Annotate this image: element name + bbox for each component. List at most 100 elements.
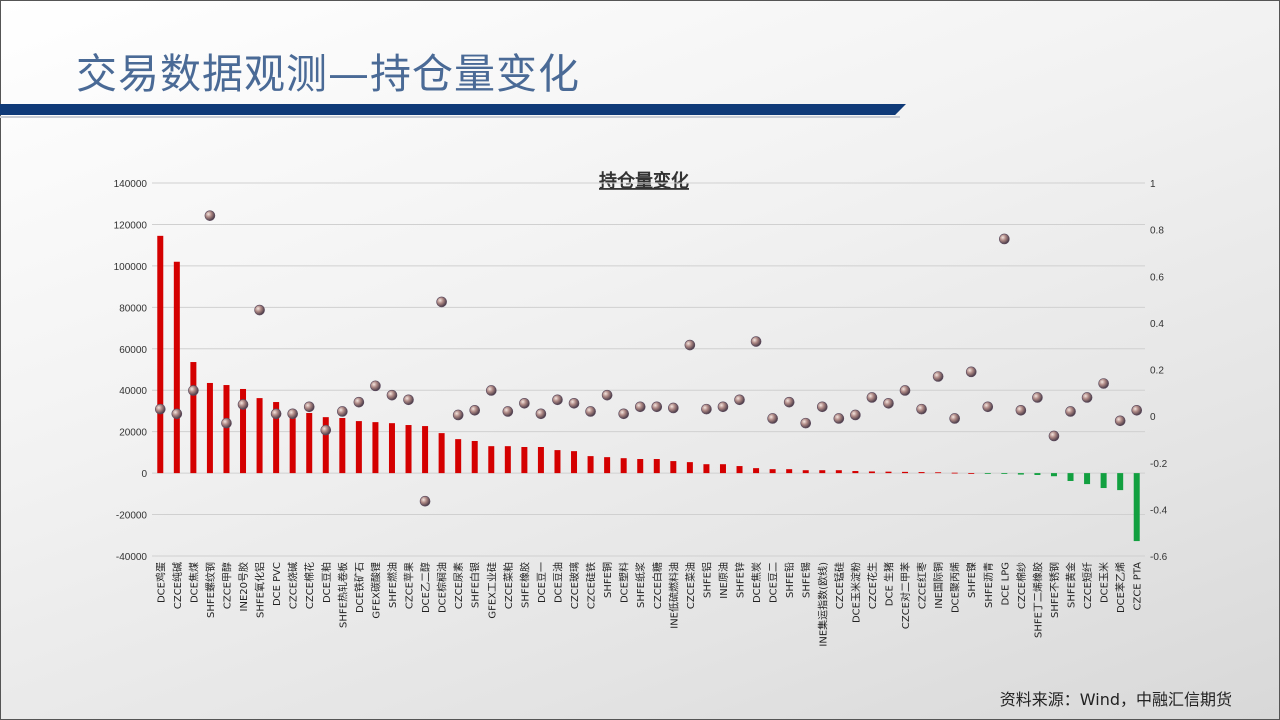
scatter-point <box>585 406 596 417</box>
category-label: SHFE纸浆 <box>634 562 647 608</box>
scatter-point <box>1131 404 1143 416</box>
scatter-point <box>684 339 696 351</box>
category-label: DCE焦煤 <box>187 562 200 603</box>
bar <box>306 413 313 474</box>
bar <box>355 421 362 474</box>
category-label: SHFE锡 <box>800 562 813 598</box>
page-title: 交易数据观测—持仓量变化 <box>76 50 580 98</box>
category-label: GFEX工业硅 <box>485 562 498 619</box>
category-label: DCE LPG <box>1000 562 1011 606</box>
category-label: DCE玉米 <box>1098 562 1111 603</box>
bar <box>786 469 793 474</box>
right-axis-tick-label: -0.6 <box>1150 552 1168 563</box>
bar <box>587 456 594 474</box>
bar <box>388 423 395 474</box>
scatter-point <box>254 304 265 316</box>
bar <box>422 426 429 474</box>
scatter-point <box>221 417 232 429</box>
bar <box>438 433 445 474</box>
bar <box>769 469 776 474</box>
bar <box>736 466 743 474</box>
scatter-point <box>866 392 878 403</box>
category-label: DCE塑料 <box>618 562 631 603</box>
left-axis-tick-label: 100000 <box>114 262 148 273</box>
scatter-point <box>519 398 530 409</box>
category-label: DCE焦炭 <box>750 562 763 603</box>
bar <box>488 446 495 474</box>
bar <box>637 459 644 474</box>
chart-title: 持仓量变化 <box>599 170 689 192</box>
left-axis-tick-label: 60000 <box>119 345 147 356</box>
category-label: SHFE镍 <box>965 562 978 598</box>
category-label: DCE豆二 <box>768 562 780 603</box>
category-label: DCE玉米淀粉 <box>849 562 862 623</box>
scatter-point <box>1065 406 1076 417</box>
scatter-point <box>386 389 398 401</box>
scatter-point <box>552 394 563 406</box>
scatter-point <box>403 394 414 406</box>
bar <box>935 472 942 474</box>
category-label: CZCE菜油 <box>684 562 697 609</box>
left-axis-tick-label: 80000 <box>119 303 147 314</box>
bar <box>256 398 263 474</box>
category-label: CZCE短纤 <box>1081 562 1094 609</box>
scatter-point <box>188 385 199 396</box>
scatter-point <box>833 413 845 424</box>
scatter-point <box>916 403 927 415</box>
bar <box>554 450 561 474</box>
left-axis-tick-label: -20000 <box>116 511 148 522</box>
scatter-point <box>816 401 828 413</box>
scatter-point <box>668 402 679 414</box>
bar <box>571 451 578 474</box>
category-label: SHFE不锈钢 <box>1048 562 1061 618</box>
right-axis-tick-label: 0.6 <box>1150 272 1164 283</box>
category-label: CZCE甲醇 <box>220 562 233 609</box>
category-label: CZCE烧碱 <box>287 562 300 609</box>
scatter-point <box>999 233 1010 245</box>
category-label: CZCE棉纱 <box>1015 562 1028 609</box>
scatter-point <box>485 385 497 396</box>
scatter-point <box>1081 392 1093 403</box>
category-label: CZCE棉花 <box>303 562 316 609</box>
category-label: CZCE对二甲苯 <box>899 562 912 629</box>
left-axis-tick-label: 0 <box>141 469 147 480</box>
category-label: CZCE尿素 <box>452 562 465 609</box>
category-label: DCE铁矿石 <box>353 562 366 613</box>
scatter-point <box>850 409 861 421</box>
bar <box>1050 473 1057 477</box>
category-label: SHFE螺纹钢 <box>204 562 217 618</box>
category-label: INE原油 <box>717 562 730 599</box>
scatter-point <box>353 396 365 408</box>
category-label: SHFE沥青 <box>982 562 995 608</box>
bar <box>835 470 842 474</box>
category-label: SHFE铜 <box>602 562 614 598</box>
category-label: INE集运指数(欧线) <box>816 562 829 647</box>
category-label: SHFE黄金 <box>1065 562 1078 608</box>
bar <box>885 471 892 474</box>
bar <box>918 472 925 474</box>
category-label: SHFE燃油 <box>386 562 399 608</box>
scatter-point <box>800 417 812 429</box>
bar <box>686 462 693 474</box>
title-band <box>0 104 906 115</box>
scatter-point <box>965 366 977 378</box>
bar <box>190 362 197 474</box>
category-label: CZCE锰硅 <box>833 562 846 609</box>
scatter-point <box>370 380 381 392</box>
bar <box>604 457 611 474</box>
category-label: CZCE硅铁 <box>585 562 598 609</box>
category-label: SHFE橡胶 <box>518 562 531 608</box>
bar <box>206 382 213 474</box>
bar <box>157 235 164 474</box>
category-label: DCE棕榈油 <box>436 562 449 613</box>
category-label: SHFE氧化铝 <box>254 562 267 618</box>
right-axis-tick-label: 0 <box>1150 412 1156 423</box>
bar <box>670 461 677 474</box>
scatter-point <box>270 408 282 420</box>
scatter-point <box>502 406 514 417</box>
left-axis-tick-label: 120000 <box>114 220 148 231</box>
scatter-point <box>568 398 580 409</box>
left-axis-tick-label: 20000 <box>119 428 147 439</box>
bar <box>1067 473 1074 481</box>
bar <box>902 471 909 474</box>
